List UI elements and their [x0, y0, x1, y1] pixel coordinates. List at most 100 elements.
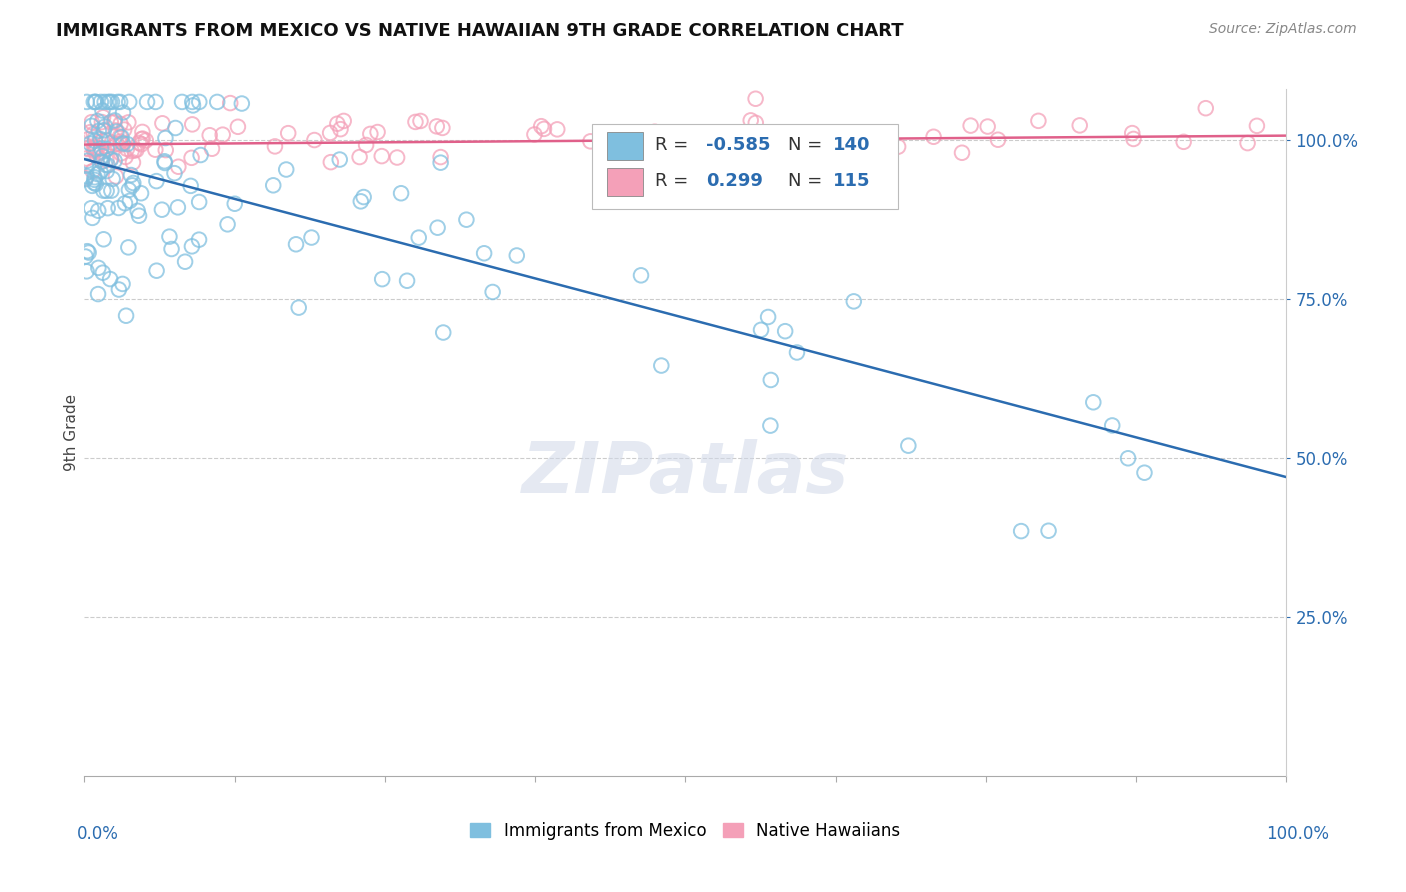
Point — [976, 120, 998, 134]
Point — [84, 95, 107, 109]
Point — [83, 173, 105, 187]
Point — [97, 201, 120, 215]
Point — [887, 139, 910, 153]
Point — [128, 136, 150, 150]
Point — [128, 209, 150, 223]
Text: 0.299: 0.299 — [706, 171, 762, 189]
Point — [110, 137, 132, 152]
Point — [110, 146, 132, 161]
Point — [76, 244, 98, 259]
Point — [91, 150, 114, 164]
Point — [90, 141, 112, 155]
Point — [174, 254, 197, 268]
Point — [96, 153, 118, 168]
Point — [120, 168, 142, 182]
Point — [285, 237, 308, 252]
Point — [121, 178, 143, 193]
Point — [429, 155, 451, 169]
Point — [159, 229, 181, 244]
Point — [319, 126, 342, 140]
Point — [579, 134, 602, 148]
Point — [786, 345, 808, 359]
Y-axis label: 9th Grade: 9th Grade — [63, 394, 79, 471]
Text: 0.0%: 0.0% — [77, 825, 120, 843]
Point — [432, 120, 454, 135]
Point — [86, 167, 108, 181]
Point — [75, 169, 97, 184]
Point — [408, 230, 430, 244]
Point — [118, 95, 141, 109]
Point — [472, 246, 495, 260]
Point — [1122, 132, 1144, 146]
Point — [205, 95, 228, 109]
Point — [90, 154, 112, 169]
Point — [83, 95, 105, 109]
Text: -0.585: -0.585 — [706, 136, 770, 153]
Point — [371, 272, 394, 286]
Point — [1069, 119, 1091, 133]
Point — [76, 264, 98, 278]
Point — [409, 114, 432, 128]
Point — [329, 153, 352, 167]
Point — [749, 323, 772, 337]
Point — [198, 128, 221, 143]
Point — [108, 129, 131, 144]
FancyBboxPatch shape — [607, 133, 644, 160]
Point — [188, 233, 211, 247]
Point — [231, 96, 253, 111]
Point — [83, 144, 105, 158]
Point — [181, 98, 204, 112]
Point — [76, 153, 98, 168]
Point — [533, 121, 555, 136]
Point — [91, 110, 114, 124]
Point — [129, 186, 152, 201]
Point — [104, 123, 127, 137]
Point — [84, 140, 107, 154]
Point — [101, 172, 124, 186]
Point — [301, 230, 323, 244]
Point — [897, 439, 920, 453]
Point — [155, 131, 177, 145]
Point — [277, 126, 299, 140]
Point — [389, 186, 412, 201]
Point — [84, 143, 107, 157]
Point — [349, 150, 371, 164]
Point — [150, 202, 173, 217]
Point — [75, 159, 97, 173]
Point — [96, 164, 118, 178]
Point — [127, 203, 149, 218]
Point — [170, 95, 193, 109]
Point — [724, 152, 747, 166]
Point — [523, 128, 546, 142]
Point — [100, 153, 122, 167]
Point — [131, 132, 153, 146]
Point — [115, 137, 138, 152]
Point — [530, 119, 553, 133]
Point — [105, 124, 128, 138]
Point — [744, 92, 766, 106]
Point — [82, 211, 104, 225]
Text: N =: N = — [787, 171, 828, 189]
Point — [114, 196, 136, 211]
Point — [180, 151, 202, 165]
Point — [111, 105, 134, 120]
Point — [145, 174, 167, 188]
Point — [359, 127, 381, 141]
Point — [117, 115, 139, 129]
Point — [110, 130, 132, 145]
Point — [190, 148, 212, 162]
Point — [89, 132, 111, 146]
Point — [104, 113, 127, 128]
Point — [91, 266, 114, 280]
Point — [91, 184, 114, 198]
Point — [101, 95, 124, 109]
Text: 140: 140 — [834, 136, 870, 153]
Point — [122, 155, 145, 169]
Point — [644, 125, 666, 139]
Point — [224, 196, 246, 211]
Point — [91, 134, 114, 148]
Point — [75, 152, 97, 166]
Point — [180, 178, 202, 193]
Point — [717, 136, 740, 151]
Point — [217, 217, 239, 231]
